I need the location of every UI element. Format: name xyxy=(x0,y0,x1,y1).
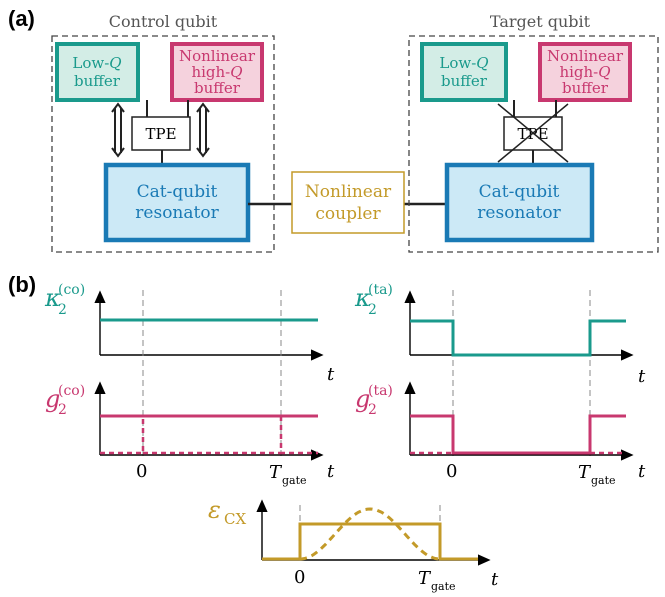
g-ta-tgate-tick: T xyxy=(578,462,592,483)
control-cat-resonator xyxy=(103,162,251,243)
g-co-sub: 2 xyxy=(58,402,67,418)
g-ta-sup: (ta) xyxy=(368,383,393,399)
g-ta-t-label: t xyxy=(638,461,646,482)
g-co-dashed-right xyxy=(279,416,318,455)
kappa-ta-sub: 2 xyxy=(368,302,377,318)
control-lowq-buffer xyxy=(55,42,140,102)
kappa-co-plot: κ 2 (co) t xyxy=(44,282,335,460)
control-cat-label-1: Cat-qubit xyxy=(137,182,218,202)
g-co-t-label: t xyxy=(327,461,335,482)
g-co-plot: g 2 (co) 0 T gate t xyxy=(45,381,335,487)
panel-b-label: (b) xyxy=(8,272,36,297)
target-cat-label-2: resonator xyxy=(477,203,561,223)
target-qubit-frame xyxy=(408,35,659,253)
kappa-co-sub: 2 xyxy=(58,302,67,318)
control-right-double-arrow-icon xyxy=(196,102,210,158)
target-cat-label-1: Cat-qubit xyxy=(479,182,560,202)
nonlinear-coupler xyxy=(291,171,405,234)
g-co-zero-tick: 0 xyxy=(136,461,147,482)
control-tpe-label: TPE xyxy=(145,125,176,143)
control-cat-label-2: resonator xyxy=(135,203,219,223)
g-co-tgate-tick: T xyxy=(269,462,283,483)
control-nonlinear-buffer xyxy=(170,42,264,102)
coupler-label-2: coupler xyxy=(315,204,381,224)
control-lowq-label: Low-Q xyxy=(72,54,121,72)
target-nonlinear-buffer xyxy=(538,42,632,102)
eps-tgate-tick: T xyxy=(418,568,432,589)
target-cat-resonator xyxy=(444,162,595,243)
g-ta-trace xyxy=(410,414,626,455)
kappa-ta-plot: κ 2 (ta) t xyxy=(354,282,646,460)
g-co-tgate-sub: gate xyxy=(282,474,307,487)
g-ta-plot: g 2 (ta) 0 T gate t xyxy=(355,381,646,487)
eps-tgate-sub: gate xyxy=(431,580,456,593)
g-co-sup: (co) xyxy=(58,383,85,399)
eps-cx-plot: ε CX 0 T gate t xyxy=(208,496,499,593)
control-left-double-arrow-icon xyxy=(111,102,125,158)
g-ta-symbol: g xyxy=(355,385,370,413)
eps-t-label: t xyxy=(491,569,499,590)
g-ta-sub: 2 xyxy=(368,402,377,418)
kappa-co-symbol: κ xyxy=(44,284,61,312)
kappa-ta-trace xyxy=(410,319,626,357)
control-nonlinear-label-1: Nonlinear xyxy=(179,47,256,65)
control-nonlinear-label-3: buffer xyxy=(194,79,241,97)
kappa-ta-t-label: t xyxy=(638,366,646,387)
target-tpe-cross-icon xyxy=(497,103,569,163)
eps-square-trace xyxy=(262,522,478,561)
control-nonlinear-label-2: high-Q xyxy=(191,63,242,81)
eps-symbol: ε xyxy=(208,496,221,524)
panel-a-label: (a) xyxy=(8,6,35,31)
target-tpe-label: TPE xyxy=(517,125,548,143)
g-co-symbol: g xyxy=(45,385,60,413)
control-lowq-label-2: buffer xyxy=(74,72,121,90)
kappa-co-sup: (co) xyxy=(58,282,85,298)
eps-sub: CX xyxy=(224,510,246,528)
target-qubit-title: Target qubit xyxy=(490,12,591,31)
control-tpe-box xyxy=(131,116,191,151)
g-ta-tgate-sub: gate xyxy=(591,474,616,487)
kappa-co-t-label: t xyxy=(327,364,335,385)
kappa-ta-symbol: κ xyxy=(354,284,371,312)
eps-smooth-trace xyxy=(299,507,441,561)
control-qubit-frame xyxy=(51,35,275,253)
g-co-dashed-left xyxy=(100,416,145,455)
target-nonlinear-label-3: buffer xyxy=(562,79,609,97)
target-lowq-label: Low-Q xyxy=(439,54,488,72)
target-lowq-label-2: buffer xyxy=(441,72,488,90)
eps-zero-tick: 0 xyxy=(294,567,305,588)
target-nonlinear-label-1: Nonlinear xyxy=(547,47,624,65)
kappa-ta-sup: (ta) xyxy=(368,282,393,298)
control-qubit-title: Control qubit xyxy=(109,12,218,31)
coupler-label-1: Nonlinear xyxy=(305,182,392,202)
target-lowq-buffer xyxy=(420,42,508,102)
target-nonlinear-label-2: high-Q xyxy=(559,63,610,81)
g-ta-zero-tick: 0 xyxy=(446,461,457,482)
